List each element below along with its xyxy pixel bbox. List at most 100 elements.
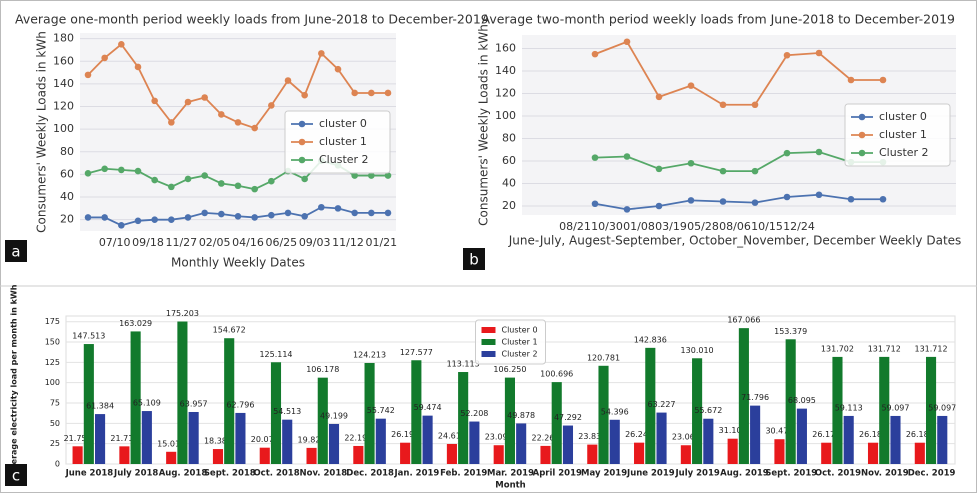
value-label: 26.249 — [625, 430, 653, 439]
data-point — [783, 51, 791, 59]
bar — [458, 372, 469, 464]
data-point — [168, 216, 175, 223]
bar — [785, 339, 796, 464]
data-point — [84, 169, 92, 177]
data-point — [268, 177, 275, 185]
bar — [328, 423, 340, 464]
x-tick-label: July 2019 — [675, 469, 720, 479]
bar — [400, 442, 411, 464]
bar — [598, 365, 609, 464]
bar — [235, 412, 246, 464]
x-tick-label: 09/03 — [299, 236, 331, 249]
data-point — [234, 119, 242, 126]
value-label: 125.114 — [259, 350, 292, 359]
data-point — [623, 206, 631, 213]
x-tick-label: June 2019 — [626, 469, 675, 479]
data-point — [623, 153, 631, 160]
bar — [375, 418, 386, 464]
bar — [821, 442, 832, 464]
bar — [540, 445, 551, 464]
data-point — [251, 124, 258, 132]
data-point — [151, 97, 158, 105]
bar — [656, 412, 667, 464]
data-point — [284, 209, 292, 217]
legend-label: cluster 0 — [319, 117, 367, 130]
y-tick-label: 20 — [60, 213, 74, 226]
panel-letter: c — [12, 467, 20, 485]
data-point — [751, 199, 759, 206]
value-label: 131.712 — [868, 344, 901, 353]
x-tick-label: 04/16 — [232, 236, 264, 249]
legend-marker — [298, 156, 306, 164]
value-label: 24.612 — [438, 431, 466, 440]
y-tick-label: 100 — [53, 122, 74, 135]
data-point — [815, 49, 823, 57]
value-label: 15.016 — [157, 439, 185, 448]
y-axis-label: Average electricity load per month in kW… — [10, 284, 19, 475]
value-label: 55.672 — [694, 406, 722, 415]
x-tick-label: April 2019 — [533, 469, 582, 479]
y-tick-label: 160 — [495, 42, 516, 55]
x-tick-label: 08/21 — [559, 220, 591, 233]
bar — [411, 360, 422, 464]
bar — [516, 423, 527, 464]
value-label: 153.379 — [774, 327, 807, 336]
data-point — [184, 175, 192, 183]
y-tick-label: 60 — [60, 167, 74, 180]
value-label: 21.753 — [64, 434, 92, 443]
x-tick-label: 12/24 — [783, 220, 815, 233]
data-point — [84, 214, 92, 221]
x-tick-label: Dec. 2019 — [908, 469, 956, 479]
data-point — [268, 211, 275, 219]
data-point — [251, 185, 258, 193]
bar — [914, 442, 925, 464]
value-label: 63.227 — [648, 400, 676, 409]
legend-marker — [298, 120, 306, 128]
x-tick-label: 09/18 — [132, 236, 164, 249]
bar — [188, 411, 199, 464]
data-point — [218, 111, 225, 118]
x-tick-label: Feb. 2019 — [440, 469, 487, 479]
x-tick-label: May 2019 — [581, 469, 627, 479]
bar — [843, 415, 854, 464]
legend-label: cluster 0 — [879, 110, 927, 123]
value-label: 65.109 — [133, 399, 161, 408]
data-point — [719, 167, 727, 175]
x-tick-label: Aug. 2019 — [720, 469, 769, 479]
value-label: 26.185 — [859, 430, 887, 439]
x-tick-label: 10/15 — [751, 220, 783, 233]
bar — [317, 377, 328, 464]
x-tick-label: 06/25 — [265, 236, 297, 249]
bar — [680, 445, 691, 464]
data-point — [134, 217, 142, 225]
x-tick-label: Dec. 2018 — [346, 469, 394, 479]
data-point — [368, 172, 375, 179]
data-point — [218, 180, 225, 187]
data-point — [655, 165, 663, 173]
value-label: 61.384 — [86, 402, 114, 411]
data-point — [134, 63, 142, 71]
data-point — [384, 172, 392, 179]
y-tick-label: 75 — [50, 399, 60, 408]
data-point — [687, 159, 695, 167]
data-point — [201, 172, 208, 179]
value-label: 68.095 — [788, 396, 816, 405]
value-label: 113.113 — [447, 360, 480, 369]
x-tick-label: July 2018 — [113, 469, 158, 479]
data-point — [623, 38, 631, 46]
value-label: 147.513 — [72, 332, 105, 341]
y-tick-label: 140 — [495, 64, 516, 77]
data-point — [234, 212, 242, 220]
y-tick-label: 25 — [50, 439, 60, 448]
x-tick-label: Oct. 2018 — [253, 469, 299, 479]
data-point — [301, 212, 308, 220]
legend-label: Cluster 1 — [502, 338, 538, 347]
data-point — [879, 195, 887, 203]
value-label: 21.711 — [110, 434, 138, 443]
bar — [645, 347, 656, 464]
bar — [119, 446, 130, 464]
x-tick-label: 07/10 — [99, 236, 131, 249]
value-label: 22.192 — [344, 433, 372, 442]
data-point — [234, 182, 242, 190]
y-axis-label: Consumers' Weekly Loads in kWh — [477, 24, 491, 226]
